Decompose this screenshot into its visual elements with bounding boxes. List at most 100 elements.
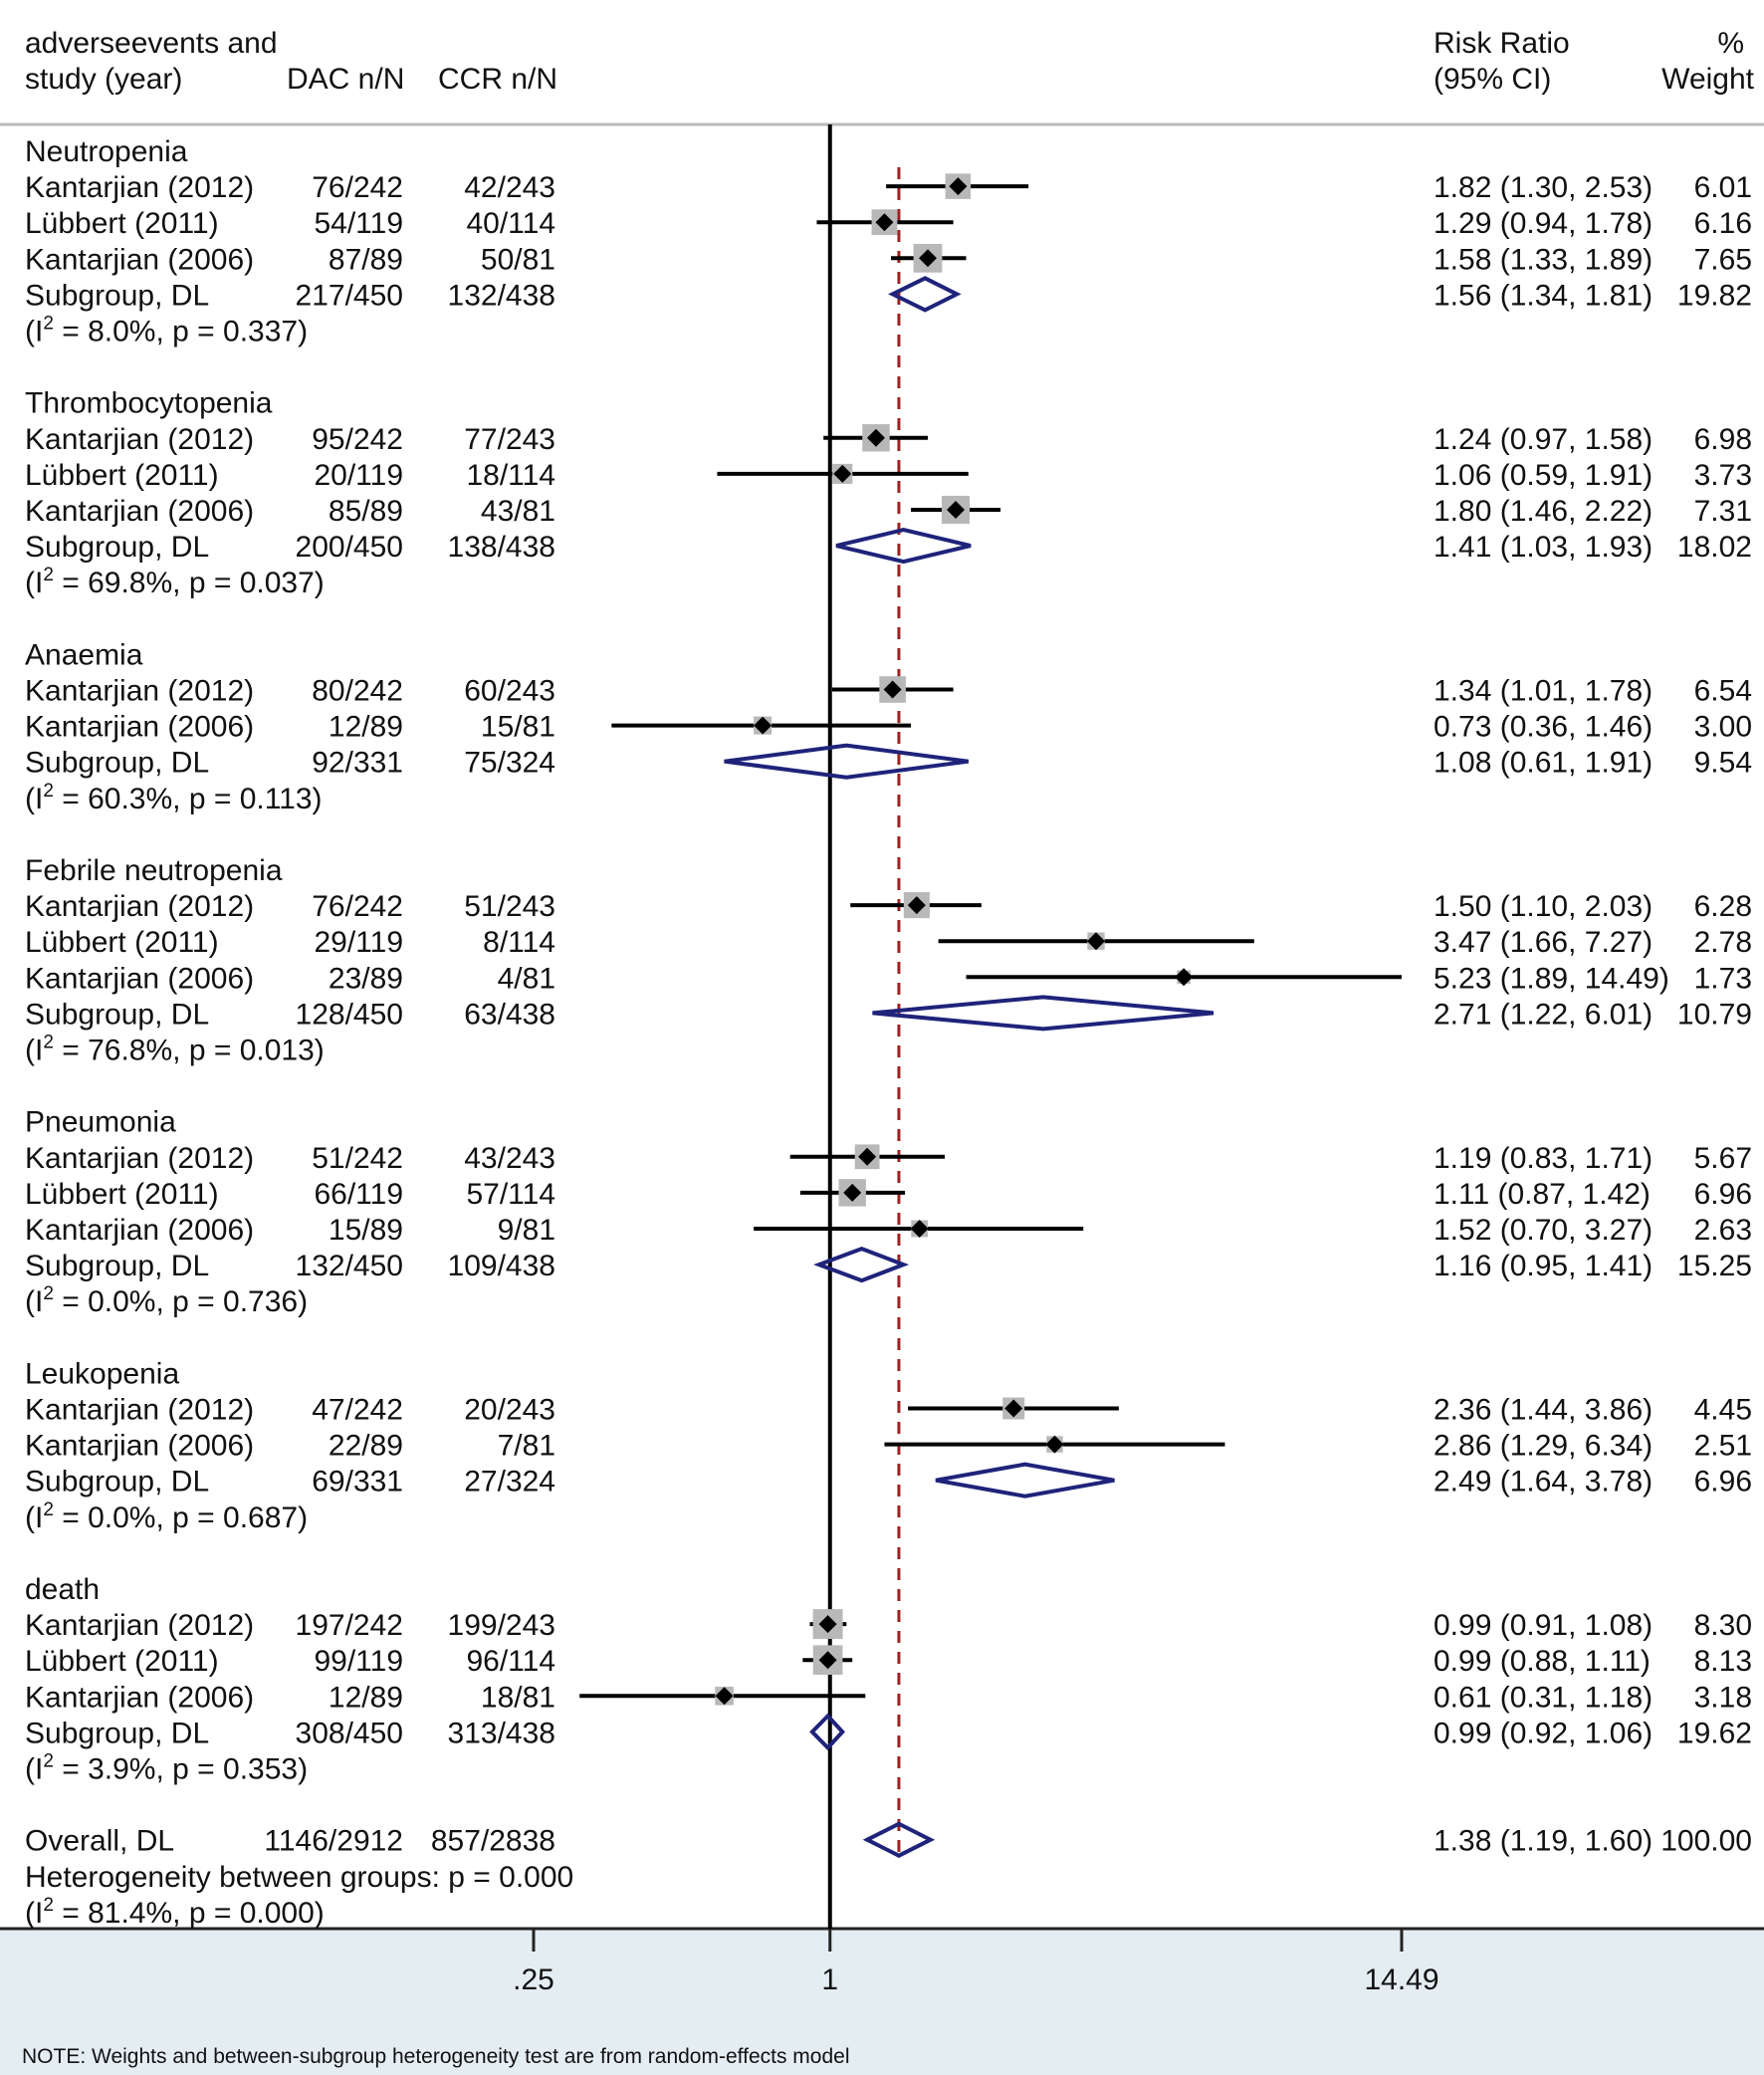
dac-count: 69/331 bbox=[312, 1466, 403, 1499]
ccr-count: 18/114 bbox=[466, 459, 555, 492]
risk-ratio-ci: 0.99 (0.88, 1.11) bbox=[1433, 1645, 1651, 1678]
subgroup-label: Subgroup, DL bbox=[25, 279, 209, 312]
weight-value: 1.73 bbox=[1694, 962, 1752, 995]
weight-value: 6.28 bbox=[1694, 890, 1752, 923]
risk-ratio-ci: 3.47 (1.66, 7.27) bbox=[1433, 926, 1653, 959]
study-label: Kantarjian (2012) bbox=[25, 171, 254, 204]
dac-count: 47/242 bbox=[312, 1394, 403, 1427]
ccr-count: 4/81 bbox=[498, 962, 555, 995]
ccr-count: 18/81 bbox=[481, 1681, 555, 1714]
heterogeneity-text: (I2 = 76.8%, p = 0.013) bbox=[25, 1033, 325, 1067]
risk-ratio-ci: 0.73 (0.36, 1.46) bbox=[1433, 711, 1653, 744]
risk-ratio-ci: 1.56 (1.34, 1.81) bbox=[1433, 279, 1653, 312]
weight-value: 18.02 bbox=[1677, 531, 1752, 564]
dac-count: 80/242 bbox=[312, 675, 403, 708]
study-label: Kantarjian (2012) bbox=[25, 890, 254, 923]
subgroup-label: Subgroup, DL bbox=[25, 1466, 209, 1499]
weight-value: 6.96 bbox=[1694, 1466, 1752, 1499]
weight-value: 7.31 bbox=[1694, 495, 1752, 528]
subgroup-label: Subgroup, DL bbox=[25, 1250, 209, 1282]
weight-value: 15.25 bbox=[1677, 1250, 1752, 1282]
point-estimate bbox=[715, 1687, 734, 1706]
point-estimate bbox=[907, 896, 926, 915]
study-label: Kantarjian (2012) bbox=[25, 675, 254, 708]
study-label: Kantarjian (2006) bbox=[25, 495, 254, 528]
study-label: Kantarjian (2012) bbox=[25, 1142, 254, 1175]
ccr-count: 20/243 bbox=[464, 1394, 555, 1427]
risk-ratio-ci: 1.41 (1.03, 1.93) bbox=[1433, 531, 1653, 564]
study-label: Kantarjian (2006) bbox=[25, 1214, 254, 1247]
subgroup-heading: Febrile neutropenia bbox=[25, 854, 283, 887]
study-label: Kantarjian (2012) bbox=[25, 1394, 254, 1427]
header-dac: DAC n/N bbox=[287, 63, 404, 96]
header-group-line2: study (year) bbox=[25, 63, 182, 96]
header-rr-line1: Risk Ratio bbox=[1433, 27, 1570, 60]
weight-value: 9.54 bbox=[1694, 747, 1752, 780]
dac-count: 20/119 bbox=[314, 459, 403, 492]
dac-count: 85/89 bbox=[329, 495, 403, 528]
heterogeneity-text: (I2 = 3.9%, p = 0.353) bbox=[25, 1751, 308, 1786]
ccr-count: 96/114 bbox=[466, 1645, 555, 1678]
dac-count: 54/119 bbox=[314, 207, 403, 240]
x-tick-label: 14.49 bbox=[1364, 1963, 1438, 1996]
dac-count: 217/450 bbox=[296, 279, 403, 312]
point-estimate bbox=[1045, 1435, 1064, 1454]
point-estimate bbox=[1004, 1399, 1023, 1418]
subgroup-heading: Thrombocytopenia bbox=[25, 387, 273, 420]
study-label: Kantarjian (2006) bbox=[25, 1681, 254, 1714]
subgroup-heading: Anaemia bbox=[25, 638, 143, 671]
subgroup-diamond bbox=[724, 743, 970, 780]
dac-count: 87/89 bbox=[329, 243, 403, 276]
ccr-count: 7/81 bbox=[498, 1430, 555, 1463]
subgroup-diamond bbox=[872, 995, 1214, 1032]
study-label: Lübbert (2011) bbox=[25, 459, 219, 492]
weight-value: 4.45 bbox=[1694, 1394, 1752, 1427]
risk-ratio-ci: 1.08 (0.61, 1.91) bbox=[1433, 747, 1653, 780]
point-estimate bbox=[833, 464, 852, 483]
risk-ratio-ci: 1.50 (1.10, 2.03) bbox=[1433, 890, 1653, 923]
risk-ratio-ci: 1.38 (1.19, 1.60) bbox=[1433, 1825, 1653, 1858]
risk-ratio-ci: 1.19 (0.83, 1.71) bbox=[1433, 1142, 1653, 1175]
heterogeneity-text: (I2 = 0.0%, p = 0.687) bbox=[25, 1499, 308, 1534]
risk-ratio-ci: 2.36 (1.44, 3.86) bbox=[1433, 1394, 1653, 1427]
ccr-count: 138/438 bbox=[448, 531, 555, 564]
subgroup-label: Overall, DL bbox=[25, 1825, 174, 1858]
risk-ratio-ci: 0.99 (0.91, 1.08) bbox=[1433, 1609, 1653, 1642]
weight-value: 3.00 bbox=[1694, 711, 1752, 744]
point-estimate bbox=[1086, 932, 1105, 951]
subgroup-diamond bbox=[835, 528, 972, 565]
ccr-count: 43/243 bbox=[464, 1142, 555, 1175]
dac-count: 12/89 bbox=[329, 1681, 403, 1714]
ccr-count: 63/438 bbox=[464, 998, 555, 1031]
subgroup-diamond bbox=[809, 1713, 845, 1751]
ccr-count: 77/243 bbox=[464, 423, 555, 456]
ccr-count: 75/324 bbox=[464, 747, 555, 780]
weight-value: 5.67 bbox=[1694, 1142, 1752, 1175]
header-weight-line1: % bbox=[1717, 27, 1744, 60]
x-tick-label: .25 bbox=[513, 1963, 554, 1996]
ccr-count: 15/81 bbox=[481, 711, 555, 744]
subgroup-heading: Leukopenia bbox=[25, 1357, 179, 1390]
dac-count: 95/242 bbox=[312, 423, 403, 456]
risk-ratio-ci: 1.34 (1.01, 1.78) bbox=[1433, 675, 1653, 708]
weight-value: 8.13 bbox=[1694, 1645, 1752, 1678]
heterogeneity-text: (I2 = 60.3%, p = 0.113) bbox=[25, 781, 323, 815]
dac-count: 197/242 bbox=[296, 1609, 403, 1642]
ccr-count: 132/438 bbox=[448, 279, 555, 312]
weight-value: 100.00 bbox=[1660, 1825, 1752, 1858]
dac-count: 200/450 bbox=[296, 531, 403, 564]
subgroup-label: Subgroup, DL bbox=[25, 998, 209, 1031]
dac-count: 128/450 bbox=[296, 998, 403, 1031]
ccr-count: 51/243 bbox=[464, 890, 555, 923]
risk-ratio-ci: 2.71 (1.22, 6.01) bbox=[1433, 998, 1653, 1031]
study-label: Kantarjian (2012) bbox=[25, 1609, 254, 1642]
ccr-count: 60/243 bbox=[464, 675, 555, 708]
dac-count: 76/242 bbox=[312, 890, 403, 923]
header-group-line1: adverseevents and bbox=[25, 27, 278, 60]
weight-value: 10.79 bbox=[1677, 998, 1752, 1031]
study-label: Kantarjian (2006) bbox=[25, 711, 254, 744]
ccr-count: 313/438 bbox=[448, 1717, 555, 1749]
dac-count: 29/119 bbox=[314, 926, 403, 959]
risk-ratio-ci: 2.86 (1.29, 6.34) bbox=[1433, 1430, 1653, 1463]
weight-value: 2.63 bbox=[1694, 1214, 1752, 1247]
